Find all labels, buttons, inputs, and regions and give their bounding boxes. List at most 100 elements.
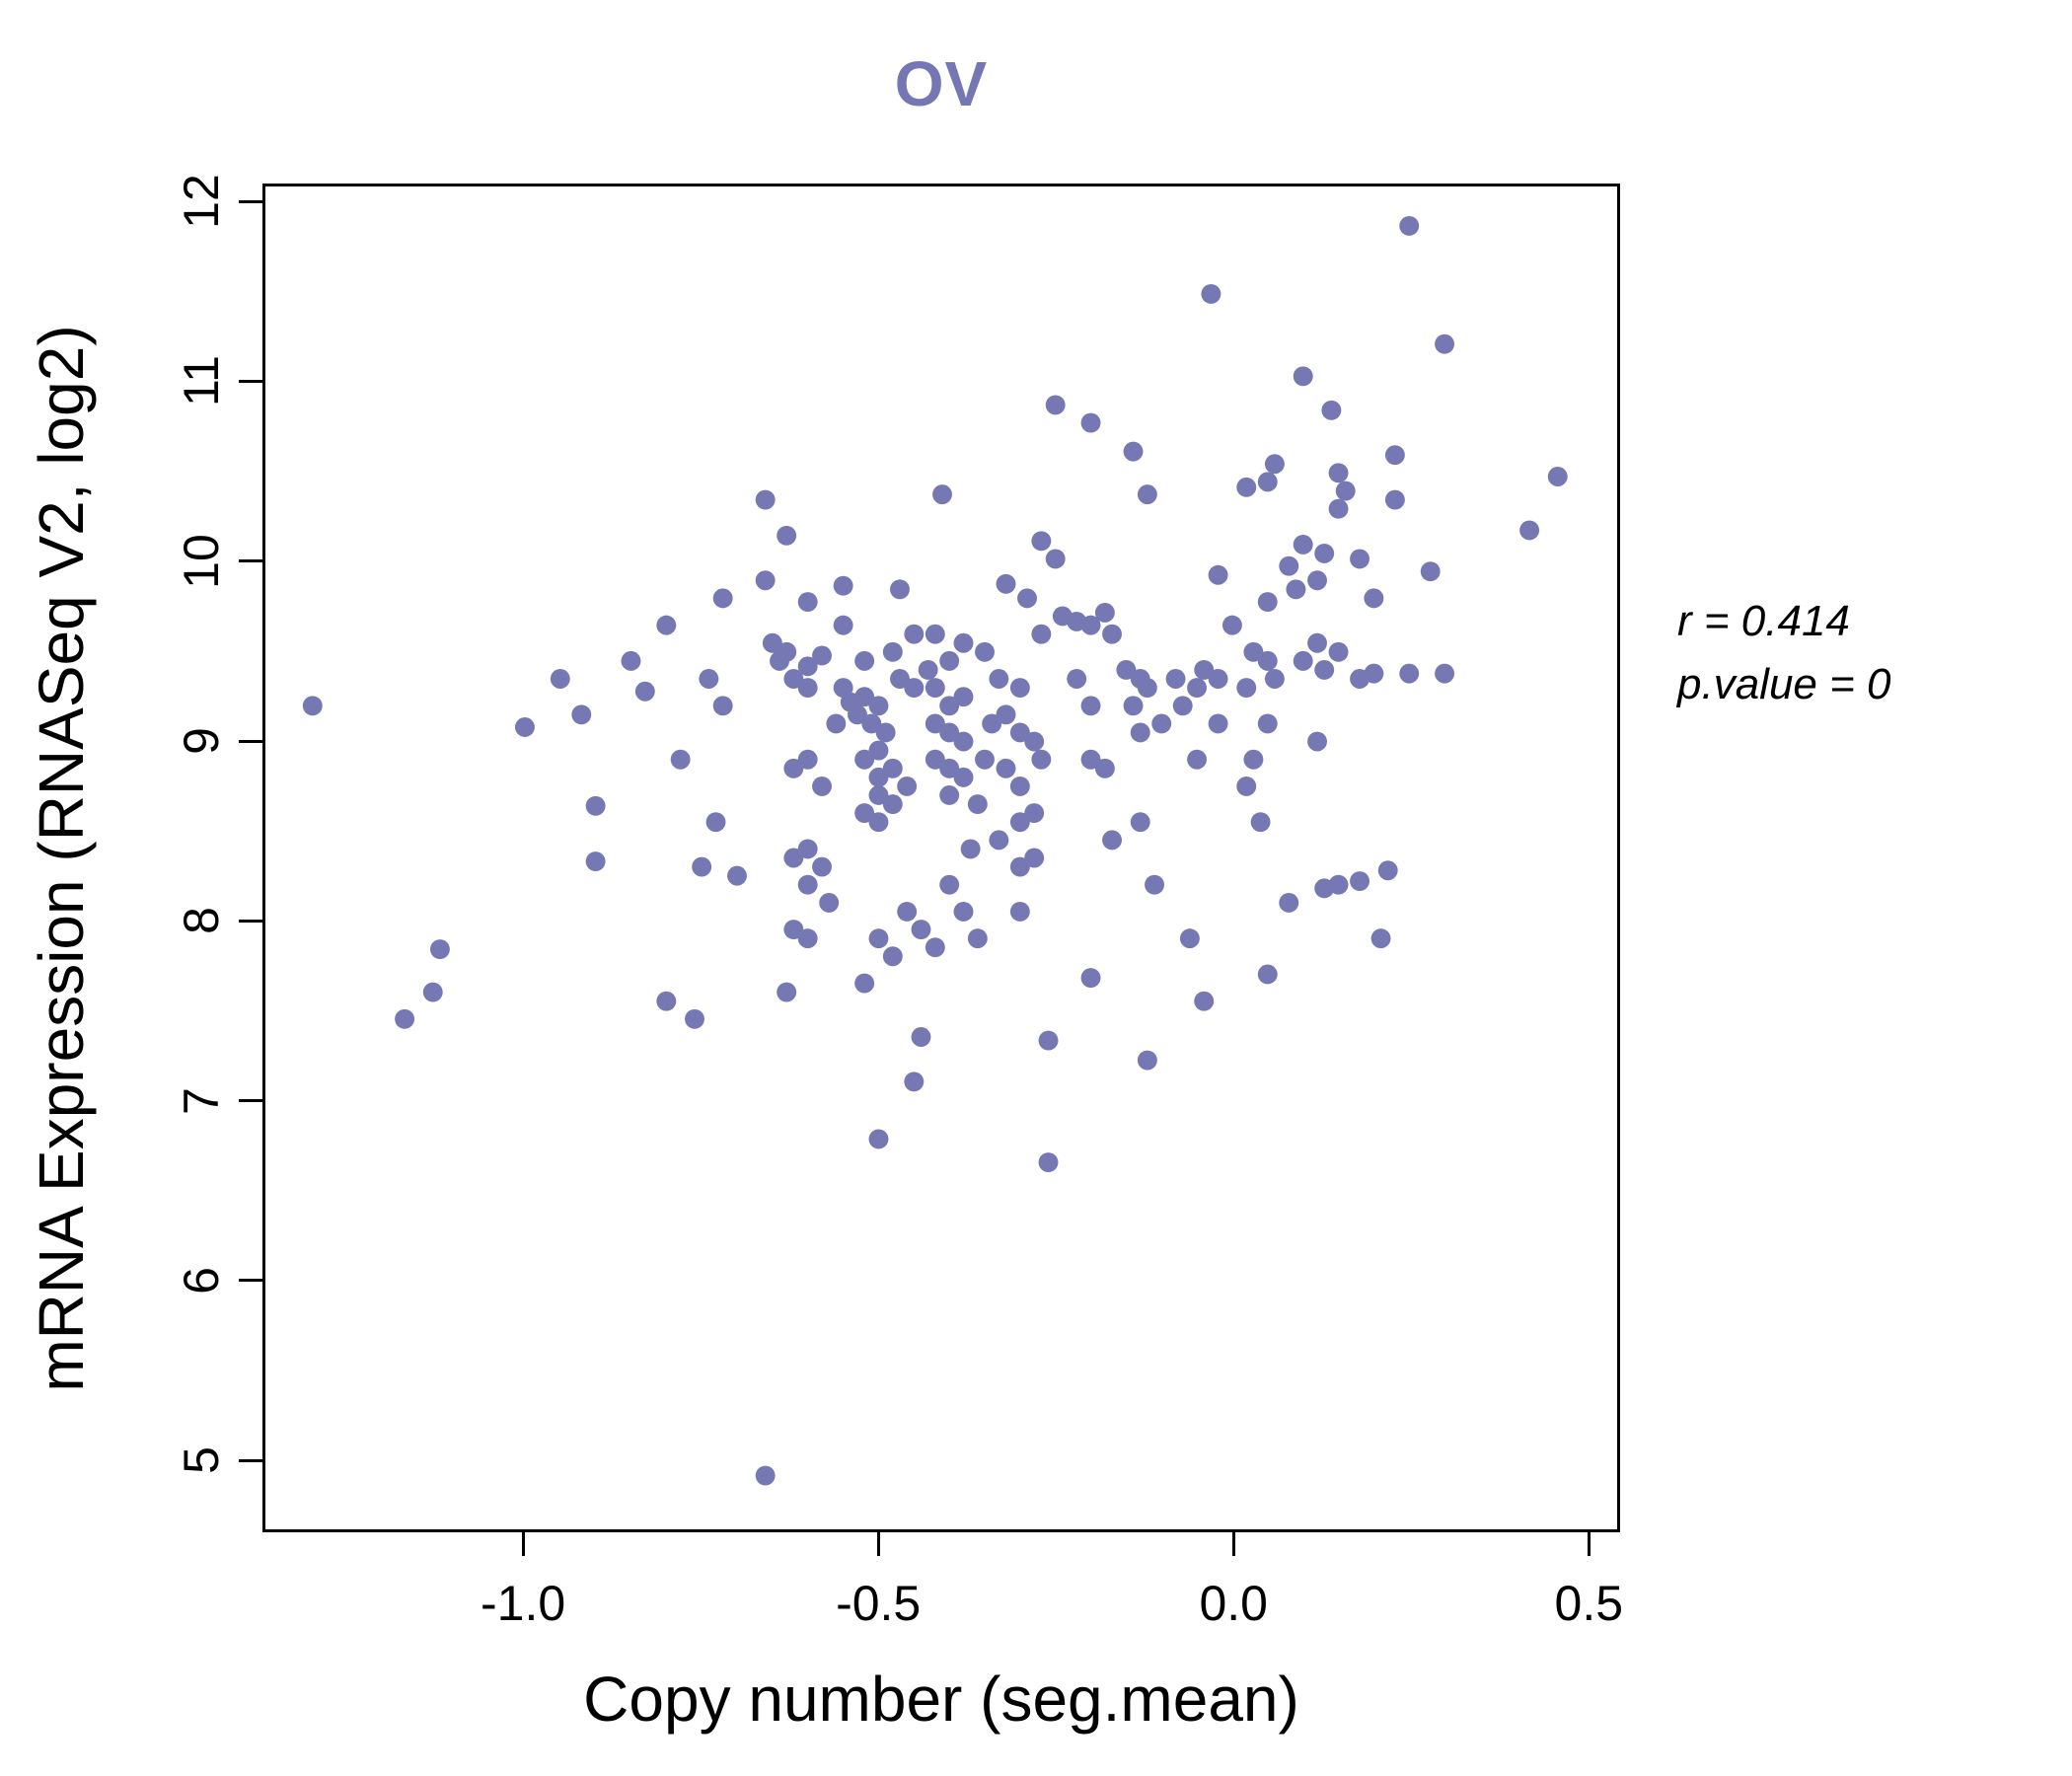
scatter-point: [868, 740, 889, 761]
scatter-point: [882, 758, 903, 778]
scatter-point: [812, 856, 832, 877]
scatter-point: [939, 874, 960, 895]
scatter-point: [833, 615, 853, 635]
scatter-point: [967, 794, 988, 814]
scatter-point: [826, 713, 847, 734]
scatter-point: [670, 749, 691, 770]
scatter-point: [1328, 874, 1349, 895]
scatter-point: [1350, 549, 1369, 569]
y-axis-tick: [239, 1279, 262, 1283]
scatter-point: [1221, 615, 1242, 635]
scatter-point: [1519, 520, 1540, 541]
scatter-point: [989, 669, 1009, 689]
scatter-point: [868, 928, 889, 949]
scatter-point: [1384, 445, 1405, 466]
scatter-point: [996, 573, 1016, 594]
scatter-point: [585, 795, 606, 816]
scatter-point: [777, 641, 797, 662]
scatter-point: [422, 982, 443, 1002]
scatter-point: [755, 489, 776, 510]
scatter-point: [1151, 713, 1172, 734]
scatter-point: [712, 588, 733, 609]
scatter-point: [712, 696, 733, 716]
scatter-point: [1116, 659, 1137, 680]
scatter-point: [1370, 928, 1391, 949]
y-axis-tick-label: 10: [174, 533, 229, 589]
y-axis-tick: [239, 1458, 262, 1462]
scatter-point: [932, 484, 952, 505]
scatter-point: [939, 758, 960, 778]
scatter-point: [1179, 928, 1200, 949]
scatter-point: [1420, 561, 1441, 582]
x-axis-tick: [1587, 1532, 1591, 1556]
x-axis-tick: [1231, 1532, 1235, 1556]
scatter-point: [1264, 669, 1285, 689]
x-axis-tick: [521, 1532, 525, 1556]
scatter-point: [939, 696, 960, 716]
scatter-point: [1024, 731, 1045, 752]
r-value-text: r = 0.414: [1677, 597, 1850, 645]
scatter-point: [783, 920, 804, 940]
scatter-point: [1187, 749, 1208, 770]
x-axis-tick-label: 0.5: [1554, 1576, 1624, 1631]
scatter-point: [904, 624, 925, 644]
scatter-point: [1257, 964, 1278, 985]
scatter-point: [1045, 395, 1066, 415]
scatter-point: [1257, 650, 1278, 671]
scatter-point: [514, 717, 535, 737]
scatter-point: [1314, 659, 1335, 680]
scatter-point: [685, 1008, 704, 1029]
scatter-point: [1547, 467, 1568, 486]
scatter-point: [1080, 749, 1101, 770]
scatter-point: [1236, 776, 1257, 796]
scatter-point: [1067, 669, 1087, 689]
scatter-point: [1080, 412, 1101, 433]
scatter-point: [1208, 669, 1228, 689]
scatter-point: [1009, 722, 1030, 743]
x-axis-tick: [876, 1532, 880, 1556]
scatter-point: [996, 704, 1016, 725]
scatter-point: [1307, 731, 1327, 752]
scatter-point: [1024, 803, 1045, 824]
scatter-point: [975, 749, 995, 770]
scatter-point: [1257, 713, 1278, 734]
scatter-point: [1236, 678, 1257, 699]
scatter-point: [890, 579, 910, 600]
scatter-point: [953, 767, 974, 787]
scatter-point: [634, 681, 655, 702]
scatter-point: [1187, 678, 1208, 699]
scatter-point: [797, 839, 818, 859]
scatter-point: [1335, 481, 1356, 501]
scatter-point: [1172, 696, 1193, 716]
y-axis-tick-label: 8: [174, 907, 229, 935]
scatter-point: [797, 656, 818, 677]
x-axis-tick-label: -0.5: [836, 1576, 922, 1631]
scatter-point: [1201, 283, 1221, 304]
scatter-point: [755, 570, 776, 591]
scatter-point: [953, 731, 974, 752]
scatter-point: [1009, 902, 1030, 922]
scatter-point: [797, 928, 818, 949]
y-axis-tick: [239, 1099, 262, 1103]
scatter-point: [777, 982, 797, 1002]
scatter-point: [1123, 696, 1144, 716]
scatter-point: [1137, 484, 1157, 505]
scatter-point: [1435, 333, 1455, 354]
scatter-point: [1328, 463, 1349, 483]
scatter-point: [797, 592, 818, 612]
y-axis-tick: [239, 919, 262, 923]
y-axis-tick: [239, 739, 262, 743]
scatter-point: [1257, 472, 1278, 492]
scatter-point: [656, 615, 677, 635]
x-axis-tick-label: 0.0: [1199, 1576, 1268, 1631]
scatter-point: [868, 696, 889, 716]
scatter-point: [861, 713, 882, 734]
scatter-point: [1102, 624, 1122, 644]
scatter-point: [1377, 860, 1398, 881]
scatter-point: [1307, 570, 1327, 591]
scatter-point: [1321, 400, 1342, 420]
scatter-point: [1009, 678, 1030, 699]
scatter-point: [967, 928, 988, 949]
scatter-point: [1009, 776, 1030, 796]
scatter-point: [1031, 531, 1052, 552]
